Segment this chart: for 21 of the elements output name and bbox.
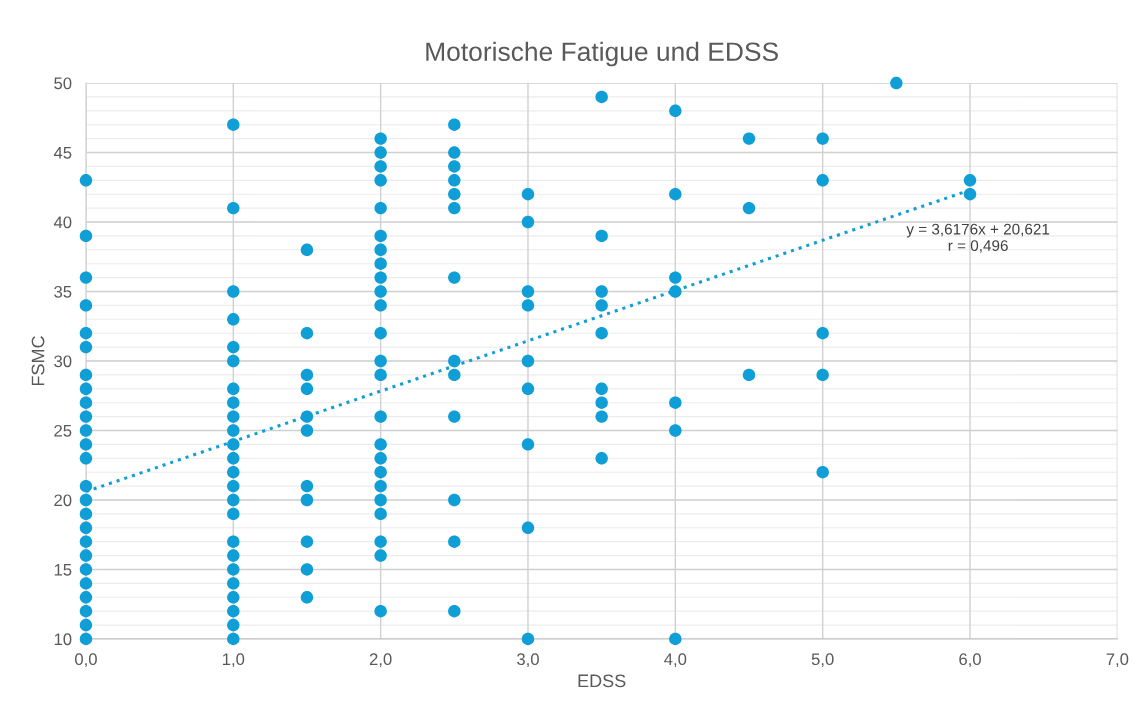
annotation: y = 3,6176x + 20,621 r = 0,496 [906,223,1050,253]
x-tick-label: 1,0 [222,653,245,668]
y-tick-label: 10 [54,633,72,646]
y-axis-title: FSMC [31,336,45,386]
x-tick-label: 0,0 [75,653,97,668]
x-tick-label: 3,0 [517,653,539,668]
x-tick-label: 2,0 [369,653,392,668]
y-tick-label: 50 [54,77,72,90]
y-tick-label: 30 [54,355,72,368]
y-tick-label: 20 [54,494,72,507]
x-tick-label: 5,0 [811,653,834,668]
y-tick-label: 40 [53,216,72,229]
y-tick-label: 25 [54,424,72,437]
y-tick-label: 15 [54,564,72,576]
x-tick-label: 4,0 [664,653,687,668]
chart-title: Motorische Fatigue und EDSS [426,41,778,67]
x-tick-label: 6,0 [959,653,981,668]
y-tick-label: 45 [53,147,72,159]
x-tick-label: 7,0 [1106,653,1129,668]
y-tick-label: 35 [54,285,72,298]
x-axis-title: EDSS [578,674,626,688]
